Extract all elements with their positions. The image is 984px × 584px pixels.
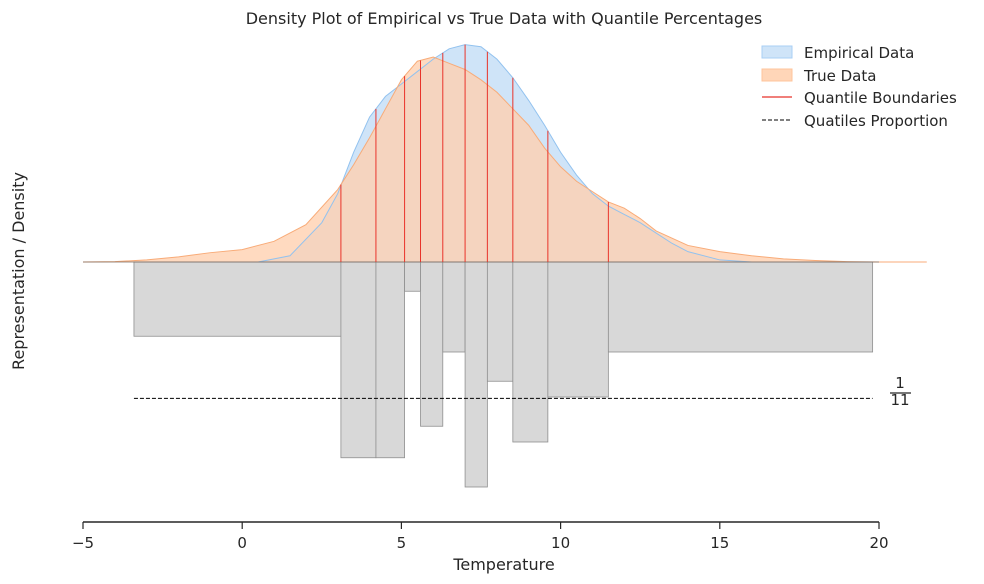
legend-label-quantile: Quantile Boundaries: [804, 89, 957, 107]
x-axis-label: Temperature: [452, 555, 554, 574]
plot-area: [82, 44, 927, 488]
x-tick-label: −5: [72, 534, 94, 552]
legend-label-proportion: Quatiles Proportion: [804, 112, 948, 130]
quantile-bar-9: [512, 261, 549, 443]
legend-swatch-true: [761, 68, 793, 82]
quantile-bar-4: [404, 261, 421, 292]
quantile-bar-10: [547, 261, 609, 398]
true-density-line: [82, 56, 927, 263]
quantile-bar-1: [133, 261, 342, 337]
quantile-bar-8: [486, 261, 514, 382]
fraction-annotation: 1 11: [890, 374, 911, 409]
x-tick-label: 20: [869, 534, 888, 552]
quantile-bar-7: [464, 261, 488, 488]
quantile-bar-5: [420, 261, 444, 427]
x-tick-label: 10: [551, 534, 570, 552]
chart-title: Density Plot of Empirical vs True Data w…: [246, 9, 763, 28]
x-tick-label: 5: [397, 534, 407, 552]
x-tick-label: 15: [710, 534, 729, 552]
quantile-bar-6: [442, 261, 466, 353]
legend-swatch-empirical: [761, 45, 793, 59]
x-tick-label: 0: [237, 534, 247, 552]
quantile-bar-3: [375, 261, 405, 459]
quantile-bar-11: [607, 261, 874, 353]
x-axis-ticks: −5 0 5 10 15 20: [72, 522, 889, 552]
y-axis-label: Representation / Density: [9, 172, 28, 370]
legend-label-true: True Data: [803, 67, 876, 85]
empirical-density-line: [258, 44, 752, 263]
legend: Empirical Data True Data Quantile Bounda…: [761, 44, 957, 130]
fraction-numerator: 1: [895, 374, 905, 392]
true-density-area: [83, 57, 927, 262]
quantile-bar-2: [340, 261, 377, 459]
legend-label-empirical: Empirical Data: [804, 44, 914, 62]
fraction-denominator: 11: [890, 391, 909, 409]
